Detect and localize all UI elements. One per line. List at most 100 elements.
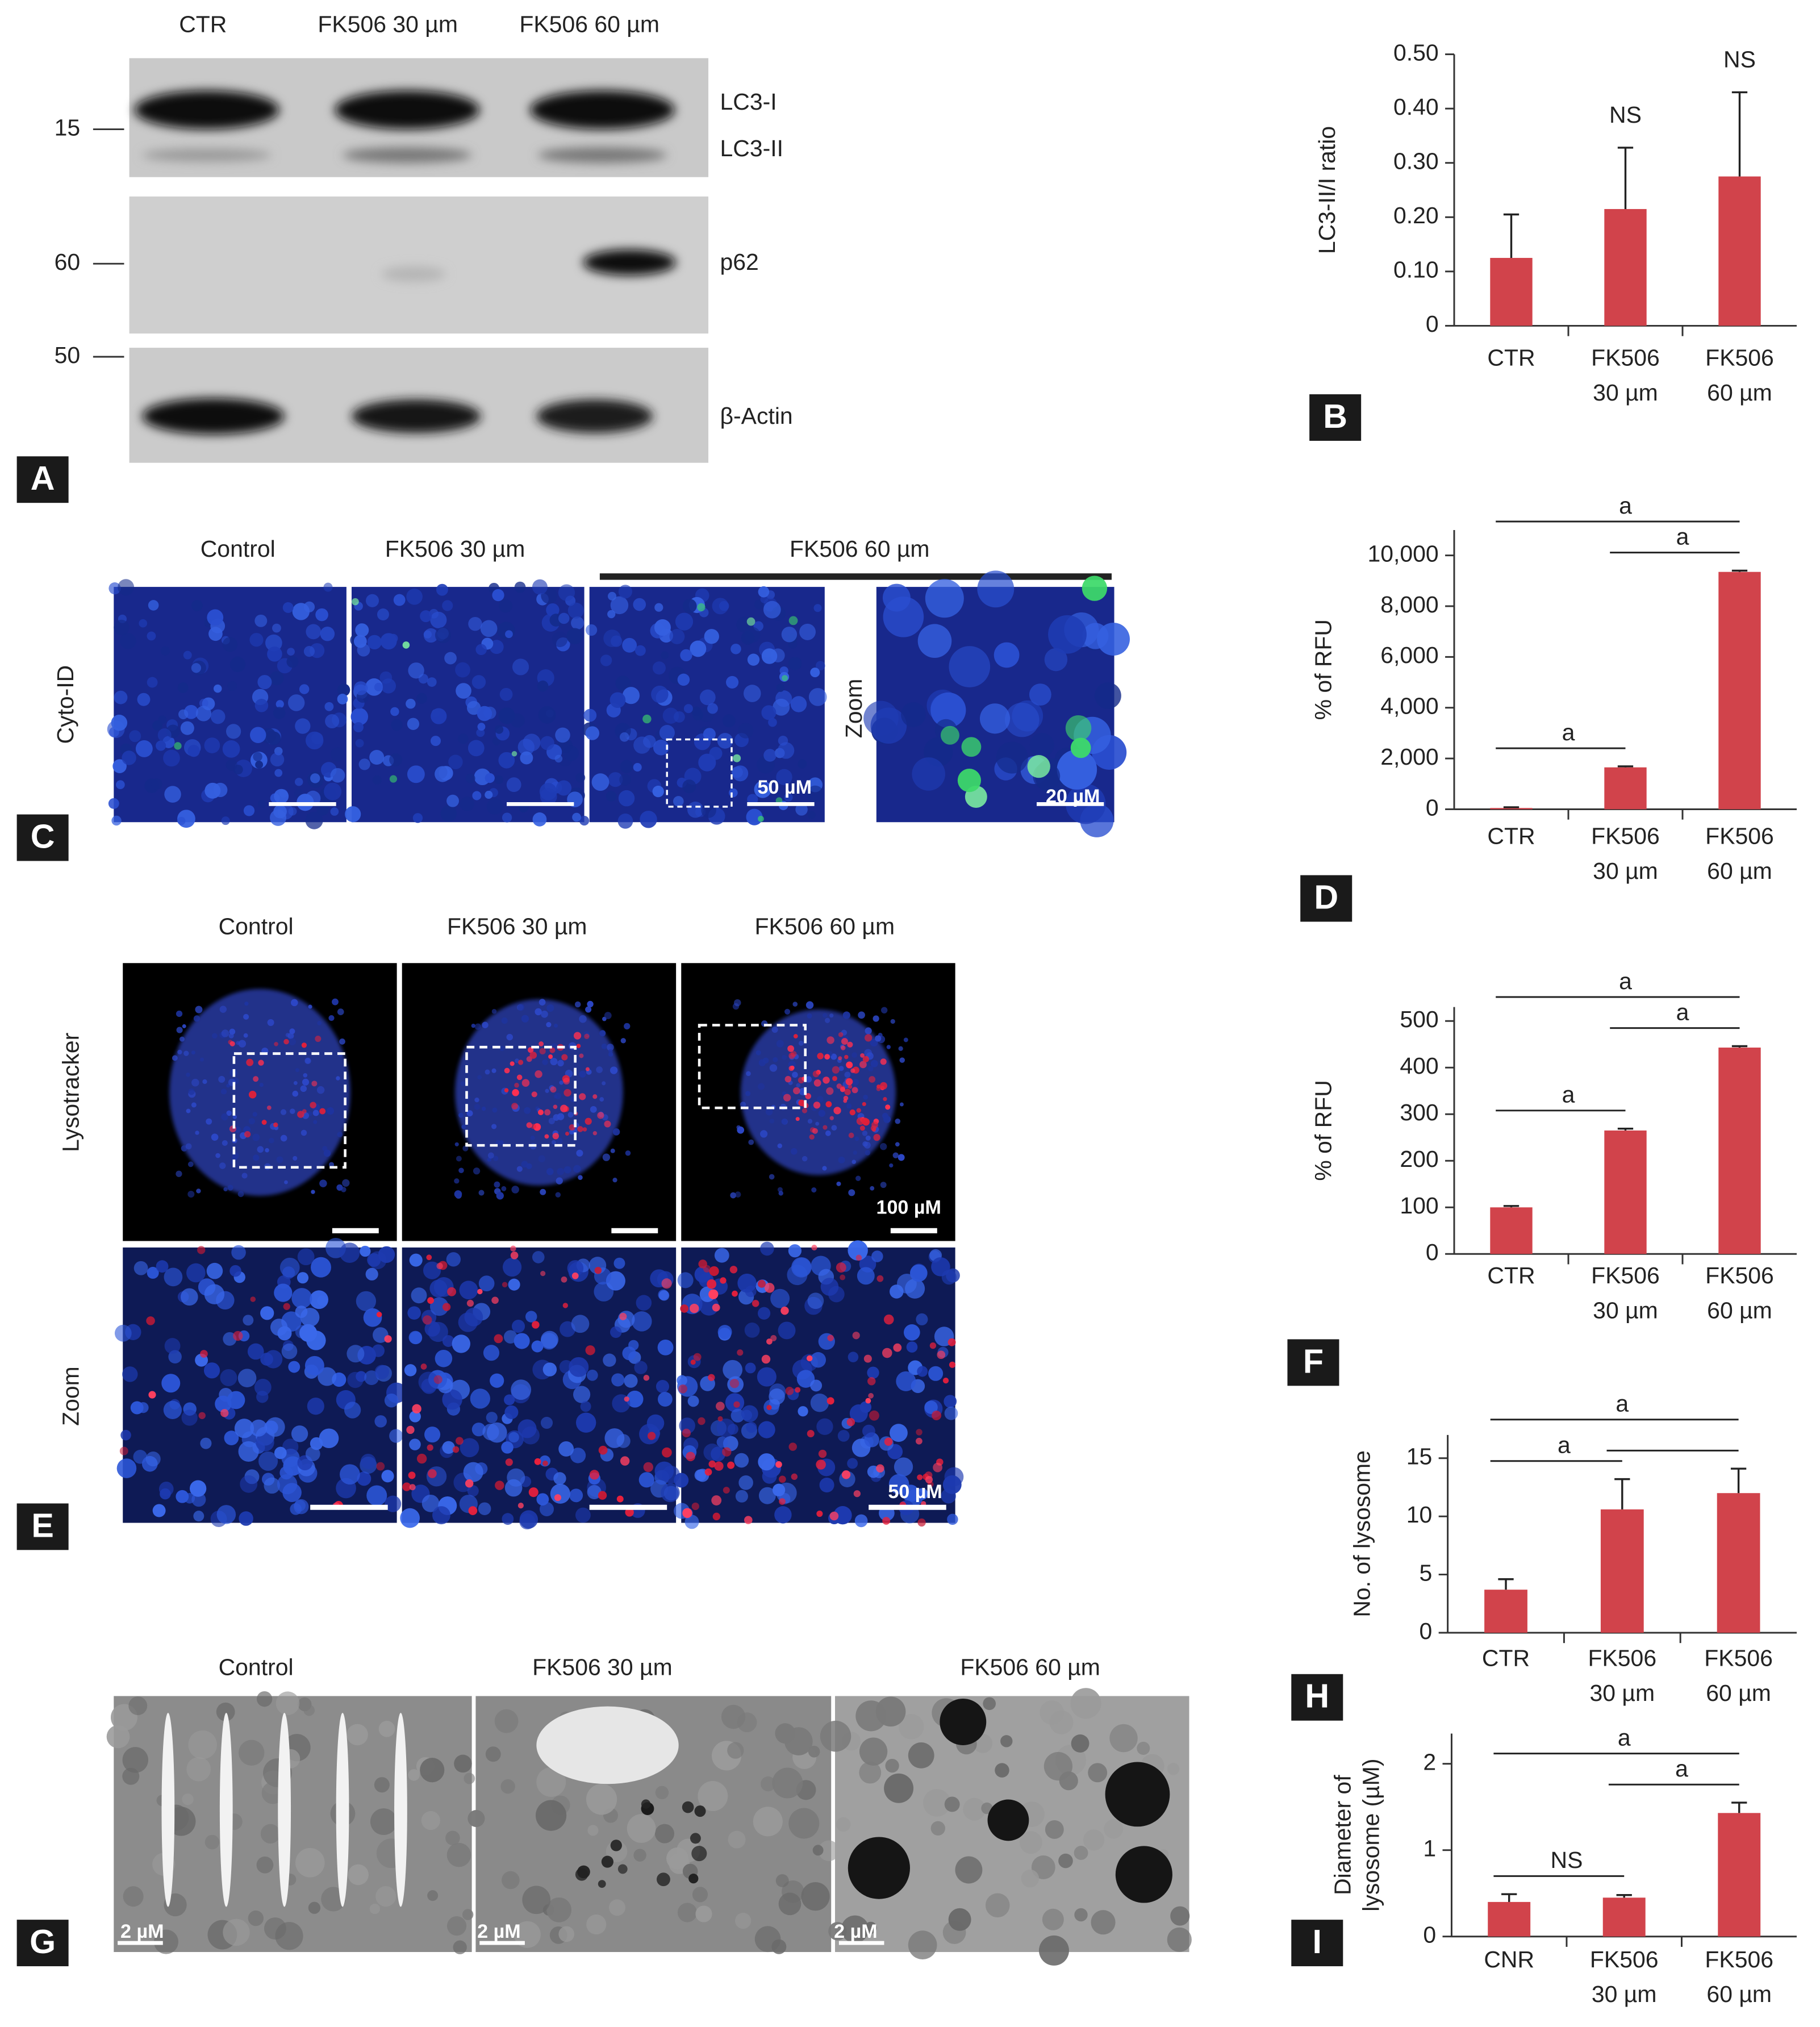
cell <box>562 1303 569 1308</box>
cell <box>792 1002 798 1007</box>
significance-label: a <box>1618 1724 1631 1750</box>
cell <box>446 794 460 807</box>
cell <box>281 1343 298 1359</box>
cell <box>677 1272 694 1288</box>
band-label: LC3-I <box>720 89 777 115</box>
cell <box>252 1112 257 1117</box>
cell <box>985 1893 1010 1918</box>
cell <box>686 1452 695 1462</box>
cell <box>884 1437 893 1446</box>
cell <box>305 1446 320 1462</box>
cell <box>890 1424 908 1442</box>
cell <box>871 1250 883 1262</box>
cell <box>899 1102 904 1107</box>
cell <box>273 1122 278 1128</box>
cell <box>539 999 546 1006</box>
cell <box>698 1780 728 1811</box>
cell <box>264 1350 283 1369</box>
cell <box>156 740 166 751</box>
cell <box>248 1910 264 1926</box>
cell <box>730 1408 745 1423</box>
cell <box>633 598 646 611</box>
cell <box>812 1845 824 1856</box>
cell <box>906 1341 918 1353</box>
cell <box>462 1909 474 1920</box>
cell <box>556 1137 563 1144</box>
cell <box>119 1446 128 1455</box>
cell <box>466 1299 474 1307</box>
cell <box>746 1422 757 1433</box>
y-tick-label: 0.40 <box>1393 94 1439 120</box>
cell <box>274 769 283 777</box>
row-label: Zoom <box>841 679 867 739</box>
x-tick-label: FK506 <box>1705 344 1774 370</box>
cell <box>193 1511 204 1522</box>
cell <box>384 1335 392 1343</box>
cell <box>243 1315 254 1326</box>
cell <box>365 678 383 696</box>
cell <box>280 1135 287 1142</box>
cell <box>553 1094 558 1099</box>
cell <box>565 1132 569 1136</box>
space <box>161 1713 175 1907</box>
cell <box>174 742 182 750</box>
cell <box>703 1265 711 1273</box>
cell <box>494 1709 519 1733</box>
cell <box>625 1150 631 1156</box>
cell <box>766 1404 772 1411</box>
cell <box>1048 615 1087 654</box>
cell <box>701 803 716 818</box>
cell <box>807 1119 813 1124</box>
cell <box>219 1162 226 1169</box>
cell <box>344 1402 361 1419</box>
space <box>278 1713 291 1907</box>
cell <box>546 1167 554 1175</box>
cell <box>435 1350 453 1367</box>
cell <box>539 1048 546 1054</box>
cell <box>536 1767 566 1797</box>
cell <box>293 1081 298 1085</box>
panel-letter: D <box>1300 875 1353 922</box>
cell <box>491 1009 497 1014</box>
cell <box>212 1033 218 1039</box>
cell <box>732 1290 738 1297</box>
cell <box>464 1772 475 1784</box>
cell <box>607 610 616 619</box>
cell <box>535 1070 542 1078</box>
cell <box>610 596 629 615</box>
cell <box>721 1704 746 1729</box>
cell <box>297 1111 304 1118</box>
cell <box>407 1306 421 1320</box>
cell <box>616 1495 624 1503</box>
cell <box>356 1291 377 1311</box>
cell <box>183 1050 189 1056</box>
x-tick-label: FK506 <box>1590 1946 1659 1972</box>
cell <box>187 1161 194 1167</box>
cell <box>446 1842 471 1867</box>
cell <box>471 1023 475 1028</box>
cell <box>598 1880 606 1888</box>
cell <box>481 1106 486 1111</box>
cell <box>783 1094 791 1102</box>
cell <box>440 805 457 822</box>
cell <box>567 1112 574 1118</box>
cell <box>624 1374 638 1388</box>
cell <box>682 599 697 614</box>
cell <box>1021 1869 1040 1888</box>
cell <box>259 1083 264 1087</box>
cell <box>848 1085 853 1089</box>
cell <box>688 1874 699 1884</box>
cell <box>784 1075 792 1083</box>
cell <box>1070 737 1091 758</box>
scale-label: 100 µM <box>876 1197 941 1219</box>
cell <box>191 1050 195 1055</box>
cell <box>234 1419 254 1438</box>
cell <box>524 1107 531 1114</box>
cell <box>746 808 763 825</box>
bar <box>1600 1509 1644 1633</box>
letter: B <box>1323 397 1347 435</box>
cell <box>148 600 159 611</box>
x-tick-label: 60 µm <box>1706 1981 1772 2007</box>
cell <box>558 612 570 624</box>
cell <box>286 656 299 668</box>
